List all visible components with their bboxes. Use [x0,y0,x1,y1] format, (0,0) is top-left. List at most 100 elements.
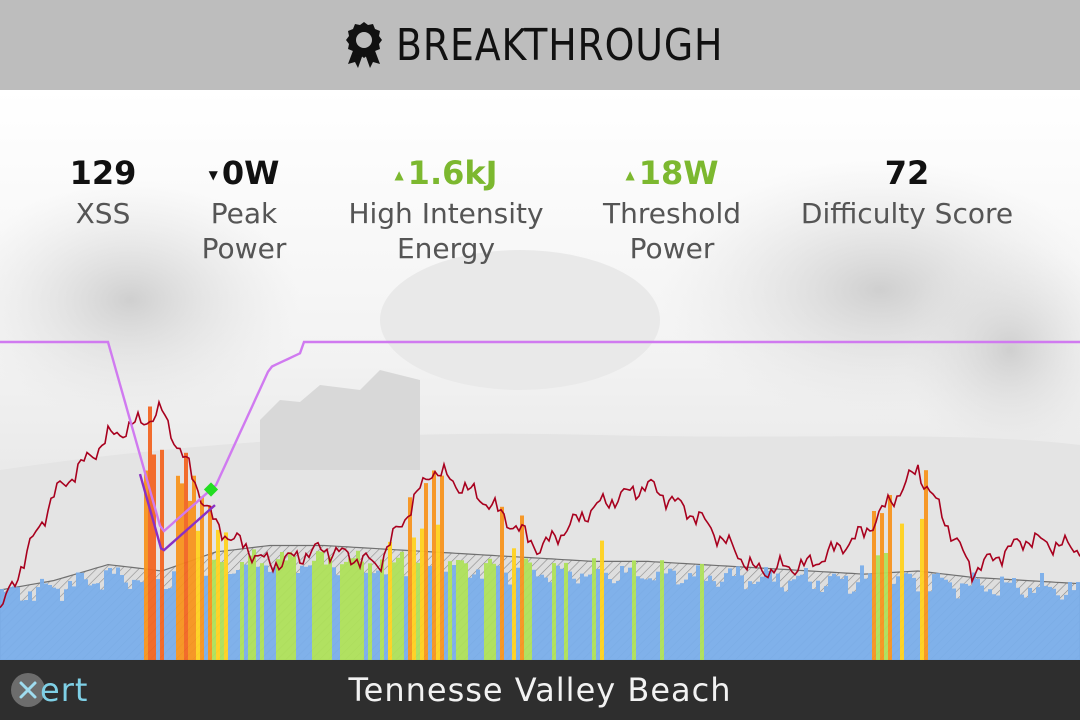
power-bar [208,505,212,660]
power-bar [584,576,588,660]
metric-item: 129 XSS [43,150,163,231]
power-bar [80,572,84,660]
power-bar [588,574,592,660]
power-bar [536,576,540,660]
power-bar [28,591,32,660]
power-bar [528,562,532,660]
power-bar [992,594,996,660]
power-bar [976,578,980,660]
power-bar [868,573,872,660]
power-bar [184,452,188,660]
power-bar [360,561,364,660]
metric-value: ▲ 18W [577,150,767,196]
power-bar [608,579,612,660]
power-bar [768,571,772,660]
xert-x-icon [11,673,45,707]
power-bar [652,580,656,660]
power-bar [612,583,616,660]
power-bar [56,588,60,660]
power-bar [0,589,4,660]
power-bar [628,567,632,660]
power-bar [924,470,928,660]
power-bar [44,583,48,660]
power-bar [968,585,972,660]
power-bar [864,578,868,660]
power-bar [52,587,56,660]
power-bar [1064,594,1068,660]
power-bar [84,579,88,660]
power-bar [852,591,856,660]
power-bar [140,582,144,660]
power-bar [468,577,472,660]
power-bar [260,563,264,660]
power-bar [544,577,548,660]
metric-value-text: 72 [884,154,930,192]
power-bar [540,574,544,660]
power-bar [792,579,796,660]
metric-label-line: Power [629,232,715,265]
power-bar [748,581,752,660]
power-bar [640,578,644,660]
metric-value-text: 0W [221,154,280,192]
power-bar [756,581,760,660]
power-bar [48,585,52,660]
metric-label-line: Peak [210,197,278,230]
power-bar [788,580,792,660]
power-bar [660,560,664,660]
power-bar [980,585,984,660]
power-bar [400,551,404,660]
power-bar [336,575,340,660]
power-bar [600,540,604,660]
power-bar [932,574,936,660]
power-bar [176,475,180,660]
power-bar [624,572,628,660]
power-bar [404,576,408,660]
power-bar [692,576,696,660]
power-bar [308,565,312,660]
power-bar [888,495,892,660]
power-bar [144,470,148,660]
power-bar [648,578,652,660]
power-bar [556,565,560,660]
power-bar [1040,573,1044,660]
metric-label-line: Power [201,232,287,265]
power-bar [676,584,680,660]
power-bar [764,567,768,660]
power-bar [1052,588,1056,660]
power-bar [548,582,552,660]
power-bar [1044,585,1048,660]
power-bar [804,568,808,660]
power-bar [372,573,376,660]
power-bar [684,579,688,660]
power-bar [436,524,440,660]
power-bar [236,570,240,660]
metric-label: Peak Power [174,196,314,266]
power-bar [1020,594,1024,660]
power-bar [320,551,324,660]
ride-chart [0,340,1080,660]
power-bar [380,559,384,660]
power-bar [508,584,512,660]
power-bar [368,563,372,660]
power-bar [596,569,600,660]
power-bar [688,573,692,660]
power-bar [1004,582,1008,660]
power-bar [272,567,276,660]
power-bar [900,523,904,660]
power-bar [332,567,336,660]
power-bar [40,578,44,660]
power-bar [616,580,620,660]
power-bar [972,572,976,660]
power-bar [636,576,640,660]
power-bar [324,564,328,660]
power-bar [224,532,228,660]
power-bar [280,552,284,660]
power-bar [148,406,152,660]
power-bar [772,581,776,660]
power-bar [824,586,828,660]
power-bar [732,576,736,660]
power-bar [100,589,104,660]
power-bar [592,558,596,660]
power-bar [156,579,160,660]
power-bar [564,562,568,660]
